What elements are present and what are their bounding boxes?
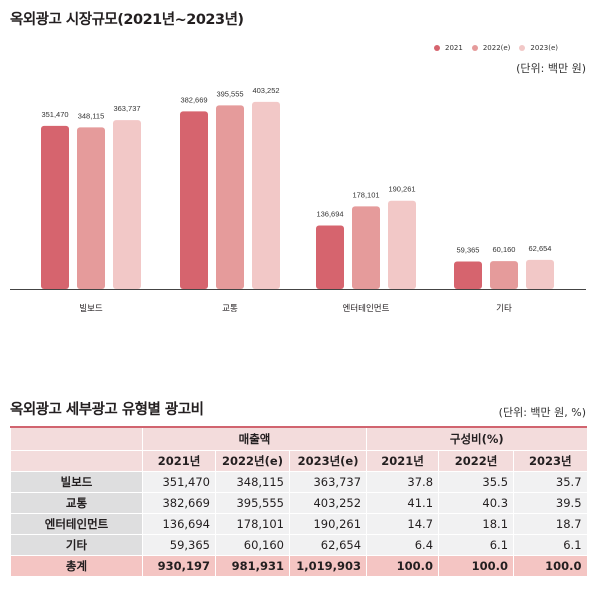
data-label: 60,160 [493,245,516,254]
row-label: 엔터테인먼트 [10,513,143,535]
share-cell: 35.5 [438,471,514,493]
row-label: 빌보드 [10,471,143,493]
row-label: 기타 [10,534,143,556]
header-sales-year: 2022년(e) [215,450,290,472]
share-cell: 6.1 [438,534,514,556]
header-share-year: 2021년 [366,450,439,472]
data-label: 59,365 [457,245,480,254]
bar-2021 [454,261,482,289]
sales-cell: 136,694 [142,513,216,535]
total-share-cell: 100.0 [366,555,439,577]
data-table: 매출액 구성비(%) 2021년 2022년(e) 2023년(e) 2021년… [10,426,587,577]
share-cell: 41.1 [366,492,439,514]
data-label: 136,694 [316,210,343,219]
share-cell: 35.7 [513,471,587,493]
sales-cell: 178,101 [215,513,290,535]
share-cell: 37.8 [366,471,439,493]
legend-item-2022: 2022(e) [471,44,511,52]
chart-unit: (단위: 백만 원) [516,62,586,75]
total-share-cell: 100.0 [438,555,514,577]
data-label: 348,115 [78,111,105,120]
header-share: 구성비(%) [366,426,587,451]
bar-2021 [41,125,69,289]
x-tick-label: 빌보드 [79,303,103,314]
share-cell: 18.1 [438,513,514,535]
bar-2023(e) [388,200,416,289]
data-label: 351,470 [41,110,68,119]
table-header-row-2: 2021년 2022년(e) 2023년(e) 2021년 2022년 2023… [10,450,587,472]
sales-cell: 62,654 [288,534,367,556]
share-cell: 6.4 [366,534,439,556]
table-row: 교통 382,669 395,555 403,252 41.1 40.3 39.… [10,492,587,514]
table-total-row: 총계 930,197 981,931 1,019,903 100.0 100.0… [10,555,587,577]
legend-swatch-2021 [434,45,440,51]
table-header-row-1: 매출액 구성비(%) [10,426,587,451]
share-cell: 14.7 [366,513,439,535]
chart-title: 옥외광고 시장규모(2021년~2023년) [10,12,244,28]
table-row: 기타 59,365 60,160 62,654 6.4 6.1 6.1 [10,534,587,556]
sales-cell: 60,160 [215,534,290,556]
table-row: 엔터테인먼트 136,694 178,101 190,261 14.7 18.1… [10,513,587,535]
total-share-cell: 100.0 [513,555,587,577]
sales-cell: 363,737 [288,471,367,493]
header-sales-year: 2023년(e) [288,450,367,472]
bar-2021 [180,111,208,289]
share-cell: 40.3 [438,492,514,514]
bar-chart: 351,470 348,115 363,737 빌보드 382,669 395,555 40… [10,86,586,314]
header-share-year: 2023년 [513,450,587,472]
row-label: 교통 [10,492,143,514]
x-tick-label: 기타 [496,304,512,314]
x-tick-label: 교통 [222,304,238,314]
x-tick-label: 엔터테인먼트 [343,303,390,314]
header-share-year: 2022년 [438,450,514,472]
bar-2023(e) [526,259,554,289]
legend-label-2023: 2023(e) [530,44,559,52]
data-label: 363,737 [113,104,140,113]
table-corner-cell [10,426,143,451]
total-sales-cell: 930,197 [142,555,216,577]
total-sales-cell: 981,931 [215,555,290,577]
bar-2022(e) [216,105,244,289]
bar-2022(e) [352,206,380,289]
sales-cell: 395,555 [215,492,290,514]
share-cell: 6.1 [513,534,587,556]
legend-item-2021: 2021 [434,44,463,52]
data-label: 62,654 [529,244,552,253]
data-label: 382,669 [180,95,207,104]
table-corner-cell-2 [10,450,143,472]
chart-legend: 2021 2022(e) 2023(e) [434,44,567,52]
total-label: 총계 [10,555,143,577]
legend-label-2022: 2022(e) [482,44,511,52]
bar-2022(e) [490,261,518,289]
bar-2022(e) [77,127,105,290]
data-label: 403,252 [252,86,279,95]
table-unit: (단위: 백만 원, %) [498,406,586,419]
sales-cell: 351,470 [142,471,216,493]
legend-item-2023: 2023(e) [519,44,558,52]
sales-cell: 382,669 [142,492,216,514]
data-label: 178,101 [352,190,379,199]
header-sales-year: 2021년 [142,450,216,472]
legend-label-2021: 2021 [445,44,463,52]
bar-2023(e) [252,101,280,289]
bar-2021 [316,225,344,289]
data-label: 395,555 [216,89,243,98]
legend-swatch-2022 [471,45,478,51]
total-sales-cell: 1,019,903 [288,555,367,577]
legend-swatch-2023 [519,45,526,51]
table-title: 옥외광고 세부광고 유형별 광고비 [10,402,204,418]
sales-cell: 190,261 [288,513,367,535]
table-row: 빌보드 351,470 348,115 363,737 37.8 35.5 35… [10,471,587,493]
sales-cell: 403,252 [288,492,367,514]
share-cell: 18.7 [513,513,587,535]
sales-cell: 59,365 [142,534,216,556]
sales-cell: 348,115 [215,471,290,493]
share-cell: 39.5 [513,492,587,514]
bar-2023(e) [113,120,141,289]
header-sales: 매출액 [141,426,367,451]
data-label: 190,261 [388,185,415,194]
